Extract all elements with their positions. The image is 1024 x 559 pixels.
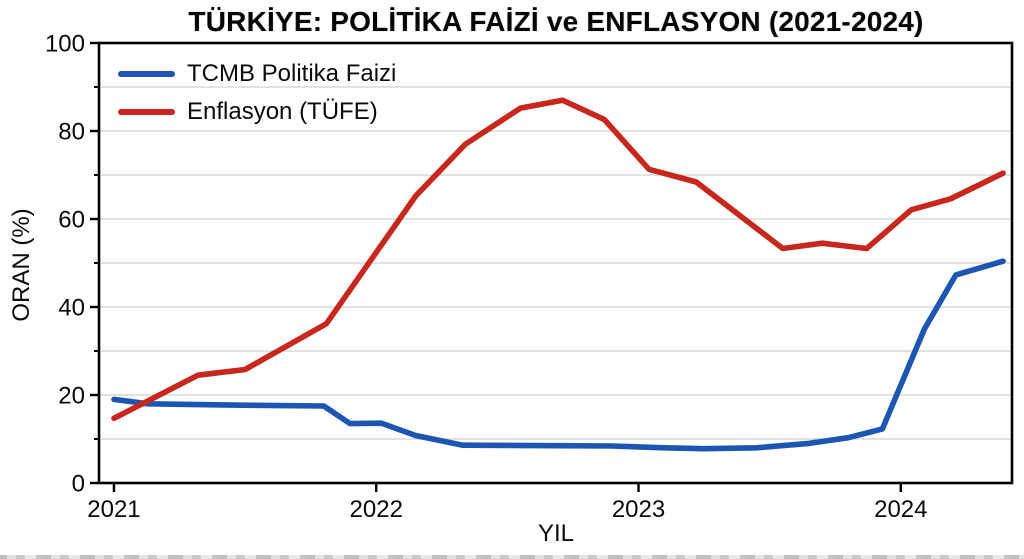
y-tick-label: 100	[45, 30, 85, 57]
x-tick-label: 2023	[612, 496, 665, 523]
y-tick-label: 40	[58, 294, 85, 321]
policy-rate-line-swatch	[118, 70, 175, 78]
inflation-line	[111, 97, 1006, 422]
inflation-line-swatch	[118, 108, 175, 116]
policy-rate-line	[111, 258, 1006, 452]
y-tick-label: 20	[58, 382, 85, 409]
y-tick-label: 0	[72, 470, 85, 497]
x-tick-label: 2022	[350, 496, 403, 523]
legend-item-inflation: Enflasyon (TÜFE)	[118, 93, 396, 131]
x-tick-label: 2021	[87, 496, 140, 523]
chart-title: TÜRKİYE: POLİTİKA FAİZİ ve ENFLASYON (20…	[188, 6, 924, 37]
y-tick-label: 60	[58, 206, 85, 233]
scan-artifact-strip	[0, 555, 1024, 559]
legend-item-policy-rate: TCMB Politika Faizi	[118, 55, 396, 93]
x-tick-label: 2024	[874, 496, 927, 523]
legend-label-policy-rate: TCMB Politika Faizi	[187, 60, 397, 87]
legend: TCMB Politika Faizi Enflasyon (TÜFE)	[118, 55, 396, 131]
y-tick-label: 80	[58, 118, 85, 145]
x-axis-title: YIL	[537, 520, 575, 547]
legend-label-inflation: Enflasyon (TÜFE)	[187, 98, 378, 125]
